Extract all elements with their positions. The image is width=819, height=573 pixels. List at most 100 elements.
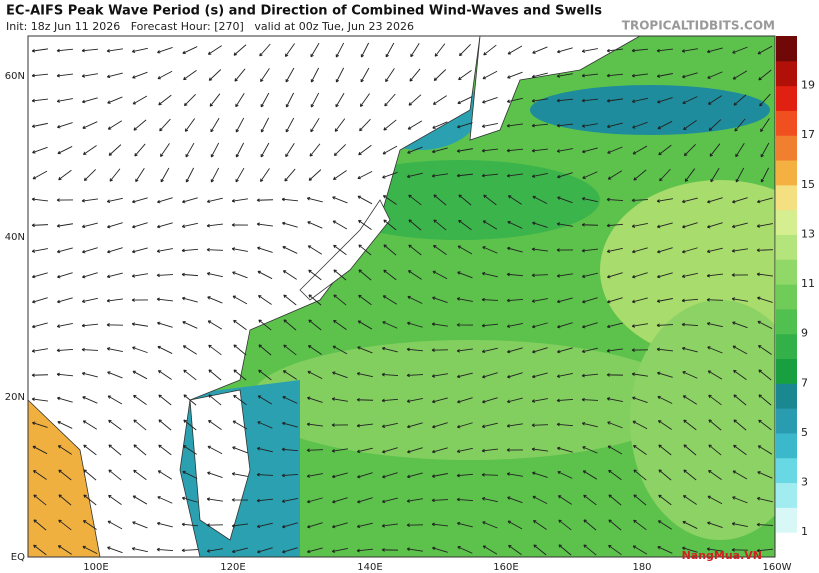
arrow <box>456 348 473 353</box>
arrow <box>607 421 623 429</box>
arrow <box>457 245 473 255</box>
arrow <box>708 119 722 131</box>
arrow <box>710 167 720 183</box>
arrow <box>407 146 423 154</box>
arrow <box>258 344 272 356</box>
arrow <box>384 93 396 107</box>
arrow <box>432 121 448 129</box>
arrow <box>81 222 98 229</box>
map-frame <box>27 35 776 558</box>
arrow <box>31 322 48 329</box>
arrow <box>31 48 48 53</box>
arrow <box>408 94 422 106</box>
arrow <box>381 523 398 528</box>
colorbar-swatch <box>776 60 797 87</box>
arrow <box>31 348 48 353</box>
arrow <box>407 295 423 304</box>
arrow <box>306 196 323 203</box>
arrow <box>632 121 648 129</box>
arrow <box>208 419 222 430</box>
arrow <box>207 445 223 455</box>
arrow <box>83 169 97 182</box>
arrow <box>581 123 598 128</box>
arrow <box>633 469 647 481</box>
arrow <box>33 494 47 506</box>
arrow <box>732 46 748 54</box>
arrow <box>506 423 523 428</box>
arrow <box>581 222 599 227</box>
arrow <box>481 297 499 302</box>
arrow <box>284 168 296 182</box>
arrow <box>306 547 323 554</box>
arrow <box>181 296 198 303</box>
arrow <box>183 394 197 406</box>
arrow <box>333 269 347 281</box>
arrow <box>158 94 172 106</box>
arrow <box>106 272 123 279</box>
arrow <box>331 472 348 479</box>
colorbar-swatch <box>776 234 797 260</box>
arrow <box>457 397 473 404</box>
arrow <box>235 167 245 183</box>
arrow <box>206 548 223 553</box>
arrow <box>733 369 747 381</box>
arrow <box>57 122 73 129</box>
arrow <box>31 73 49 78</box>
arrow <box>681 346 698 353</box>
arrow <box>184 118 196 132</box>
arrow <box>207 320 223 330</box>
arrow <box>633 169 647 181</box>
colorbar-swatch <box>776 408 797 434</box>
arrow <box>231 547 248 554</box>
arrow <box>481 123 498 128</box>
arrow <box>656 347 674 352</box>
colorbar-swatch <box>776 358 797 384</box>
arrow <box>331 522 348 529</box>
arrow <box>756 197 773 204</box>
arrow <box>81 297 98 304</box>
arrow <box>708 419 722 431</box>
arrow <box>82 520 97 530</box>
arrow <box>557 470 573 479</box>
arrow <box>382 145 398 155</box>
arrow <box>481 148 498 153</box>
arrow <box>157 496 173 504</box>
arrow <box>82 396 98 404</box>
arrow <box>83 469 97 481</box>
arrow <box>58 469 72 481</box>
colorbar: 19 17 15 13 11 9 7 5 3 1 <box>776 36 815 558</box>
arrow <box>406 398 423 403</box>
arrow <box>760 118 770 133</box>
arrow <box>357 472 373 479</box>
arrow <box>310 67 320 83</box>
arrow <box>481 173 499 178</box>
arrow <box>506 322 523 328</box>
arrow <box>481 323 499 328</box>
arrow <box>231 498 249 502</box>
arrow <box>557 172 573 179</box>
arrow <box>656 198 673 203</box>
arrow <box>307 522 323 529</box>
arrow <box>56 98 73 103</box>
arrow <box>56 48 74 53</box>
arrow <box>531 273 549 278</box>
arrow <box>581 397 599 402</box>
arrow <box>506 472 523 477</box>
arrow <box>57 445 72 455</box>
arrow <box>206 272 223 278</box>
arrow <box>283 294 297 306</box>
arrow <box>306 422 323 427</box>
arrow <box>260 142 270 158</box>
arrow <box>708 394 722 406</box>
arrow <box>182 496 198 503</box>
arrow <box>132 222 148 229</box>
arrow <box>582 297 598 304</box>
arrow <box>306 497 323 504</box>
arrow <box>506 347 523 354</box>
arrow <box>482 246 498 254</box>
arrow <box>682 520 698 529</box>
arrow <box>631 48 649 53</box>
colorbar-swatch <box>776 457 797 484</box>
arrow <box>208 394 222 406</box>
arrow <box>631 223 648 228</box>
